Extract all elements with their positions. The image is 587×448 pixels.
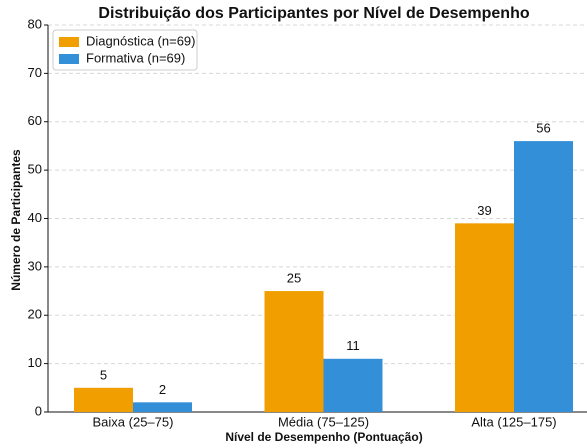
data-label: 5 [100,367,107,382]
legend-swatch [59,37,79,47]
y-tick-label: 30 [28,258,42,273]
bar [455,223,514,412]
chart-title: Distribuição dos Participantes por Nível… [98,5,529,22]
x-tick-label: Média (75–125) [278,414,369,429]
x-tick-label: Baixa (25–75) [93,414,174,429]
x-tick-label: Alta (125–175) [471,414,556,429]
y-tick-label: 0 [35,403,42,418]
data-label: 39 [477,203,491,218]
y-tick-label: 60 [28,113,42,128]
legend-label: Diagnóstica (n=69) [86,33,195,48]
y-tick-label: 10 [28,355,42,370]
y-tick-label: 50 [28,162,42,177]
bar [264,291,324,412]
y-tick-label: 80 [28,16,42,31]
bar [514,141,573,412]
x-axis-label: Nível de Desempenho (Pontuação) [225,430,422,444]
bar [323,358,383,412]
data-label: 11 [346,338,360,353]
data-label: 2 [159,382,166,397]
bar [74,387,133,412]
y-axis-label: Número de Participantes [9,149,23,291]
data-label: 56 [536,121,550,136]
bar [133,402,192,412]
y-tick-label: 70 [28,65,42,80]
legend-box [52,29,198,71]
legend: Diagnóstica (n=69) Formativa (n=69) [52,29,198,71]
legend-swatch [59,54,79,64]
y-tick-label: 40 [28,210,42,225]
legend-label: Formativa (n=69) [86,50,185,65]
y-tick-label: 20 [28,307,42,322]
data-label: 25 [287,271,301,286]
